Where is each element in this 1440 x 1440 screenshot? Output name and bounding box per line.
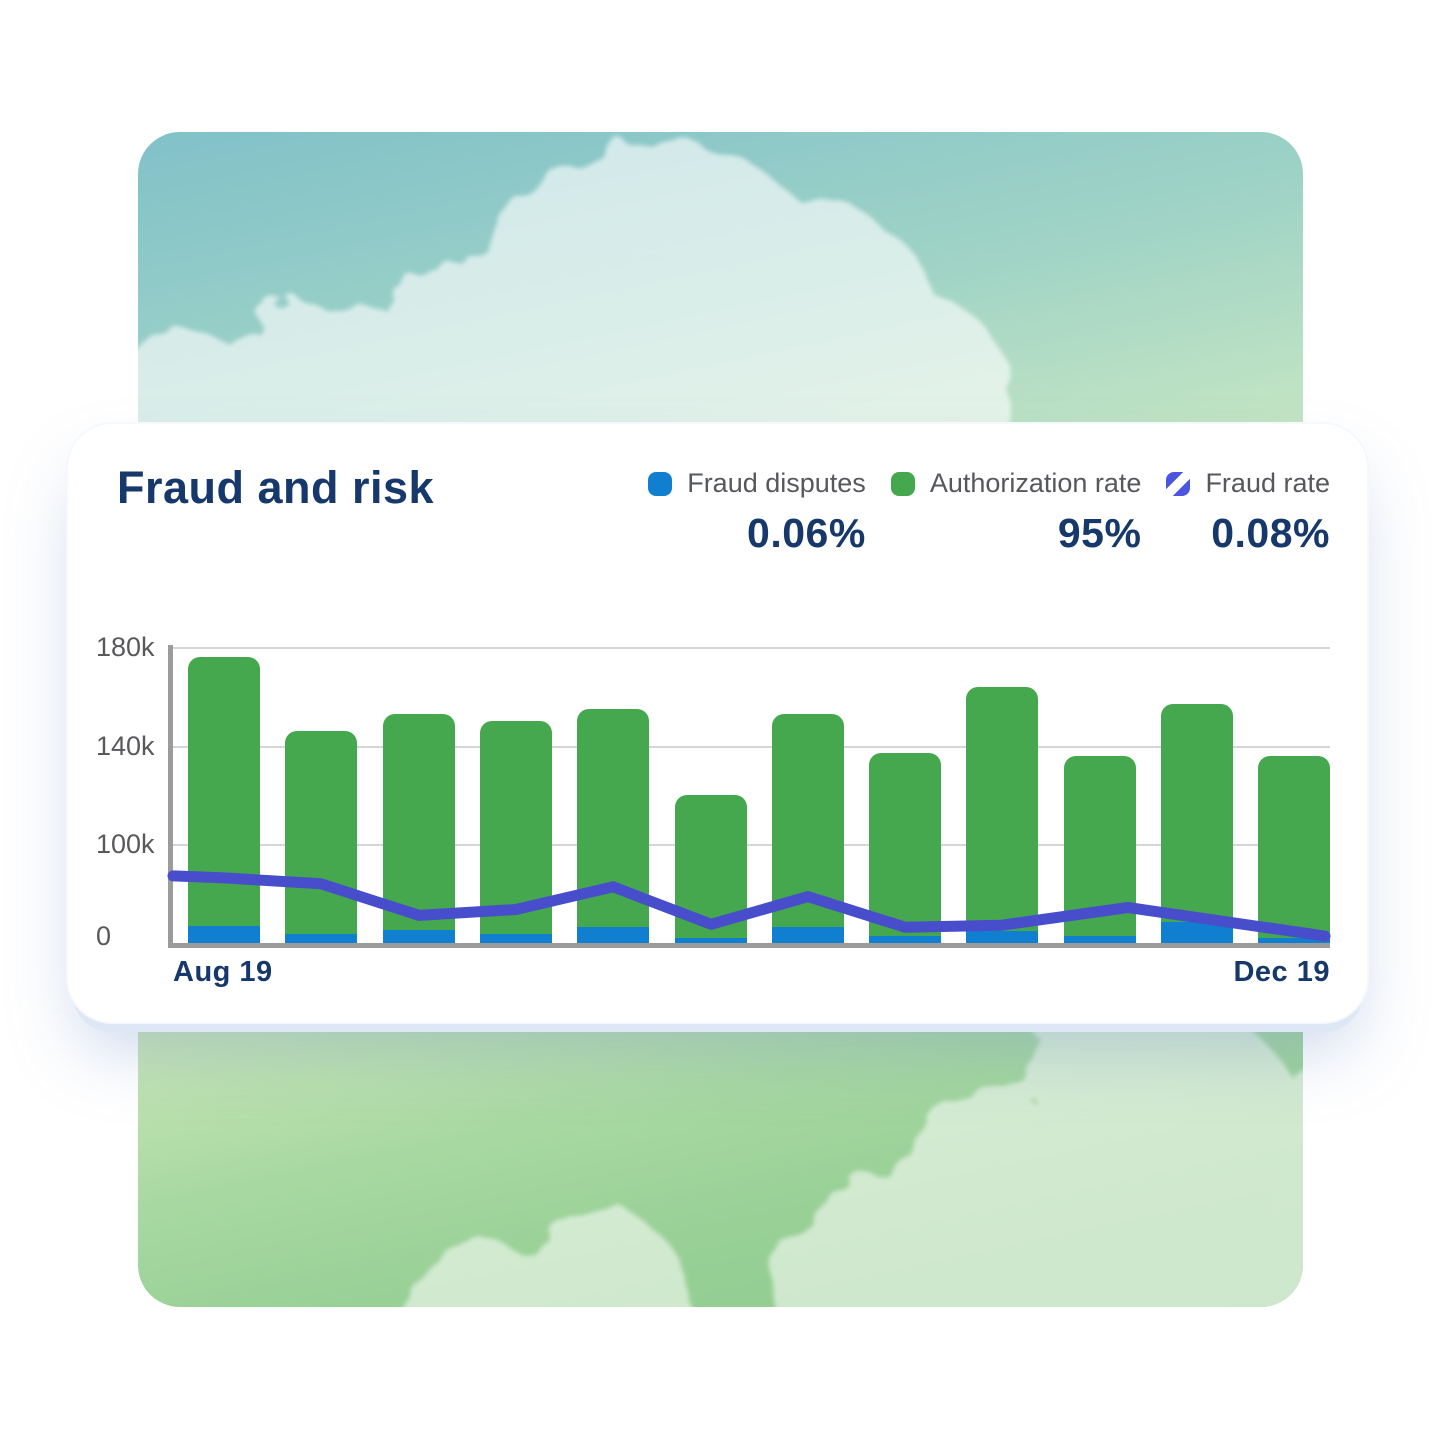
bar-group-2 bbox=[285, 647, 358, 943]
bar-group-12 bbox=[1258, 647, 1331, 943]
authorization-rate-value: 95% bbox=[1057, 510, 1142, 556]
authorization-bar bbox=[382, 713, 455, 943]
fraud-disputes-bar bbox=[1063, 936, 1136, 943]
authorization-bar bbox=[1161, 703, 1233, 943]
legend-label: Fraud rate bbox=[1205, 468, 1330, 498]
authorization-bar bbox=[771, 713, 844, 943]
authorization-bar bbox=[188, 656, 260, 943]
authorization-rate-swatch-icon bbox=[890, 471, 915, 496]
cloud-bottom bbox=[401, 1000, 1303, 1307]
gridline-140k bbox=[173, 745, 1330, 748]
gridline-100k bbox=[173, 844, 1330, 847]
fraud-disputes-bar bbox=[479, 934, 552, 943]
legend: Fraud disputes 0.06% Authorization rate … bbox=[648, 468, 1330, 557]
legend-label: Fraud disputes bbox=[687, 468, 866, 498]
fraud-disputes-swatch-icon bbox=[648, 471, 673, 496]
fraud-disputes-bar bbox=[577, 927, 650, 943]
authorization-bar bbox=[479, 721, 552, 943]
y-tick-0: 0 bbox=[96, 921, 112, 951]
bar-group-3 bbox=[382, 647, 455, 943]
legend-item-fraud-rate[interactable]: Fraud rate 0.08% bbox=[1166, 468, 1330, 557]
plot-area bbox=[167, 645, 1331, 948]
authorization-bar bbox=[869, 753, 942, 943]
fraud-disputes-bar bbox=[869, 936, 942, 943]
gridline-180k bbox=[173, 647, 1330, 649]
y-tick-180k: 180k bbox=[96, 632, 155, 662]
fraud-disputes-bar bbox=[1161, 922, 1233, 943]
authorization-bar bbox=[1258, 755, 1331, 943]
authorization-bar bbox=[1063, 755, 1136, 943]
bar-group-5 bbox=[577, 647, 650, 943]
legend-item-authorization-rate[interactable]: Authorization rate 95% bbox=[890, 468, 1142, 557]
fraud-disputes-value: 0.06% bbox=[747, 510, 866, 556]
bar-group-10 bbox=[1063, 647, 1136, 943]
legend-item-fraud-disputes[interactable]: Fraud disputes 0.06% bbox=[648, 468, 866, 557]
authorization-bar bbox=[966, 686, 1039, 943]
bar-group-9 bbox=[966, 647, 1039, 943]
fraud-disputes-bar bbox=[382, 930, 455, 943]
bar-group-11 bbox=[1161, 647, 1233, 943]
fraud-disputes-bar bbox=[285, 934, 358, 943]
fraud-disputes-bar bbox=[674, 938, 747, 943]
y-axis-line bbox=[168, 645, 173, 948]
bar-group-4 bbox=[479, 647, 552, 943]
fraud-rate-value: 0.08% bbox=[1211, 510, 1330, 556]
fraud-disputes-bar bbox=[1258, 938, 1331, 943]
bar-group-6 bbox=[674, 647, 747, 943]
fraud-risk-card: Fraud and risk Fraud disputes 0.06% Auth… bbox=[68, 424, 1367, 1022]
y-tick-140k: 140k bbox=[96, 731, 155, 761]
x-label-end: Dec 19 bbox=[1233, 956, 1330, 988]
x-axis-line bbox=[168, 943, 1330, 948]
authorization-bar bbox=[674, 795, 747, 943]
y-tick-100k: 100k bbox=[96, 829, 155, 859]
fraud-rate-slash-icon bbox=[1166, 471, 1191, 496]
bar-group-8 bbox=[869, 647, 942, 943]
x-label-start: Aug 19 bbox=[173, 956, 273, 988]
fraud-disputes-bar bbox=[771, 927, 844, 943]
bar-group-1 bbox=[188, 647, 260, 943]
legend-label: Authorization rate bbox=[929, 468, 1142, 498]
fraud-disputes-bar bbox=[188, 926, 260, 943]
fraud-disputes-bar bbox=[966, 931, 1039, 943]
authorization-bar bbox=[285, 730, 358, 943]
card-title: Fraud and risk bbox=[117, 462, 435, 513]
authorization-bar bbox=[577, 708, 650, 943]
bar-group-7 bbox=[771, 647, 844, 943]
